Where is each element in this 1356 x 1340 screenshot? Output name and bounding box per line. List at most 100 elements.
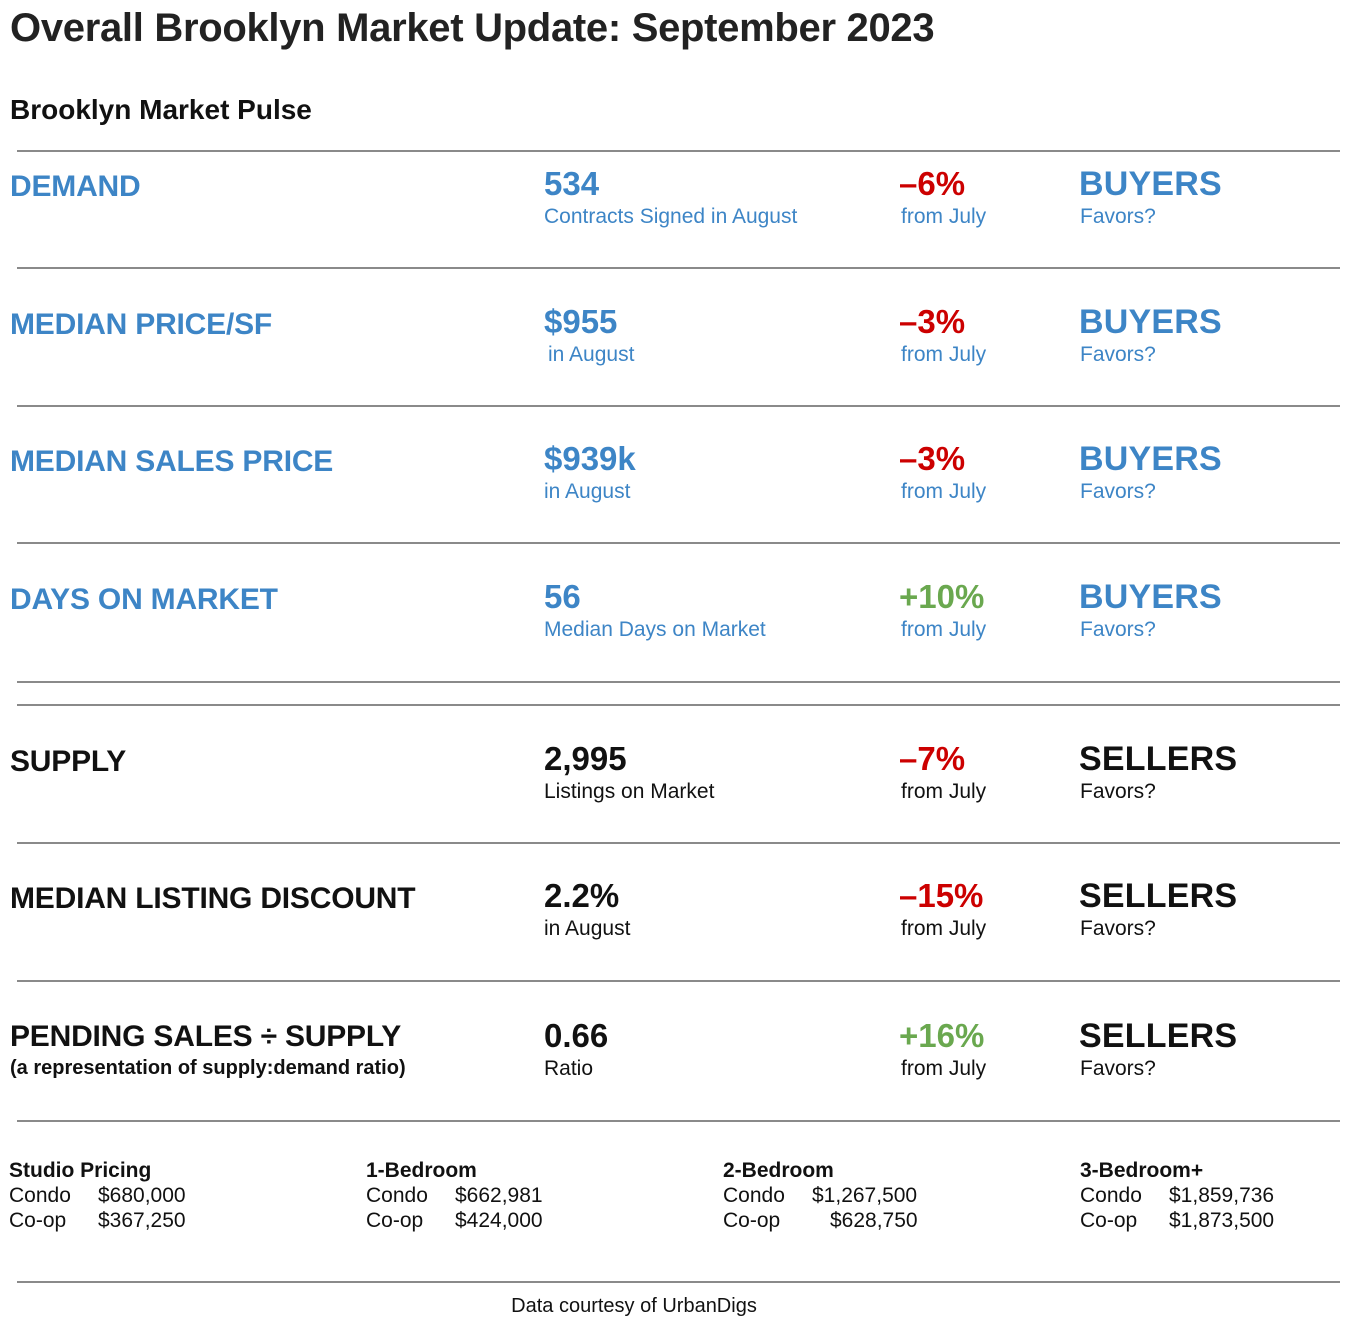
- change-value: –3%: [899, 440, 966, 477]
- favors-description: Favors?: [1080, 618, 1156, 641]
- divider: [17, 1120, 1340, 1122]
- pricing-type-label: Condo: [366, 1184, 428, 1207]
- pricing-coop-line: Co-op $367,250: [9, 1209, 309, 1234]
- pricing-condo-line: Condo $1,267,500: [723, 1184, 1023, 1209]
- favors-description: Favors?: [1080, 1057, 1156, 1080]
- divider: [17, 681, 1340, 683]
- favors-value: BUYERS: [1079, 165, 1222, 203]
- pricing-price: $1,267,500: [812, 1184, 918, 1207]
- divider: [17, 842, 1340, 844]
- pricing-title: 2-Bedroom: [723, 1159, 834, 1182]
- metric-value: $955: [544, 303, 618, 340]
- metric-description: in August: [544, 917, 631, 940]
- pricing-title: 1-Bedroom: [366, 1159, 477, 1182]
- pricing-price: $662,981: [455, 1184, 543, 1207]
- favors-value: SELLERS: [1079, 740, 1238, 778]
- metric-description: in August: [544, 480, 631, 503]
- favors-value: BUYERS: [1079, 303, 1222, 341]
- pricing-price: $1,859,736: [1169, 1184, 1275, 1207]
- pricing-title: Studio Pricing: [9, 1159, 152, 1182]
- divider: [17, 150, 1340, 152]
- metric-row-median-price-sf: MEDIAN PRICE/SF $955 in August –3% from …: [0, 303, 1356, 423]
- metric-row-days-on-market: DAYS ON MARKET 56 Median Days on Market …: [0, 578, 1356, 698]
- metric-value: 2.2%: [544, 877, 620, 914]
- metric-row-demand: DEMAND 534 Contracts Signed in August –6…: [0, 165, 1356, 285]
- metric-label: PENDING SALES ÷ SUPPLY: [10, 1020, 402, 1053]
- pricing-type-label: Condo: [9, 1184, 71, 1207]
- pricing-condo-line: Condo $662,981: [366, 1184, 666, 1209]
- metric-row-median-listing-discount: MEDIAN LISTING DISCOUNT 2.2% in August –…: [0, 877, 1356, 997]
- metric-row-pending-sales-supply: PENDING SALES ÷ SUPPLY (a representation…: [0, 1017, 1356, 1137]
- change-description: from July: [901, 780, 987, 803]
- favors-description: Favors?: [1080, 917, 1156, 940]
- data-credit: Data courtesy of UrbanDigs: [511, 1295, 757, 1317]
- change-value: –15%: [899, 877, 984, 914]
- favors-value: BUYERS: [1079, 578, 1222, 616]
- metric-label: MEDIAN PRICE/SF: [10, 308, 273, 341]
- change-value: +10%: [899, 578, 985, 615]
- change-description: from July: [901, 1057, 987, 1080]
- pricing-1-bedroom: 1-Bedroom Condo $662,981 Co-op $424,000: [366, 1158, 666, 1234]
- favors-description: Favors?: [1080, 780, 1156, 803]
- pricing-3-bedroom: 3-Bedroom+ Condo $1,859,736 Co-op $1,873…: [1080, 1158, 1340, 1234]
- pricing-price: $680,000: [98, 1184, 186, 1207]
- pricing-price: $424,000: [455, 1209, 543, 1232]
- metric-value: 534: [544, 165, 600, 202]
- pricing-type-label: Condo: [1080, 1184, 1142, 1207]
- pricing-type-label: Co-op: [723, 1209, 781, 1232]
- pricing-type-label: Co-op: [9, 1209, 67, 1232]
- change-description: from July: [901, 343, 987, 366]
- pricing-type-label: Condo: [723, 1184, 785, 1207]
- favors-value: BUYERS: [1079, 440, 1222, 478]
- favors-description: Favors?: [1080, 205, 1156, 228]
- pricing-coop-line: Co-op $628,750: [723, 1209, 1023, 1234]
- favors-description: Favors?: [1080, 480, 1156, 503]
- metric-value: 56: [544, 578, 581, 615]
- section-title: Brooklyn Market Pulse: [10, 94, 312, 125]
- pricing-type-label: Co-op: [366, 1209, 424, 1232]
- divider: [17, 1281, 1340, 1283]
- metric-value: 2,995: [544, 740, 627, 777]
- change-value: –3%: [899, 303, 966, 340]
- divider: [17, 405, 1340, 407]
- metric-row-median-sales-price: MEDIAN SALES PRICE $939k in August –3% f…: [0, 440, 1356, 560]
- divider: [17, 267, 1340, 269]
- change-value: –6%: [899, 165, 966, 202]
- change-description: from July: [901, 618, 987, 641]
- pricing-condo-line: Condo $680,000: [9, 1184, 309, 1209]
- metric-description: in August: [548, 343, 635, 366]
- change-description: from July: [901, 480, 987, 503]
- metric-row-supply: SUPPLY 2,995 Listings on Market –7% from…: [0, 740, 1356, 860]
- pricing-condo-line: Condo $1,859,736: [1080, 1184, 1340, 1209]
- pricing-coop-line: Co-op $424,000: [366, 1209, 666, 1234]
- metric-label: DEMAND: [10, 170, 141, 203]
- metric-description: Listings on Market: [544, 780, 715, 803]
- divider: [17, 704, 1340, 706]
- favors-value: SELLERS: [1079, 877, 1238, 915]
- pricing-title: 3-Bedroom+: [1080, 1159, 1204, 1182]
- metric-description: Contracts Signed in August: [544, 205, 798, 228]
- metric-value: 0.66: [544, 1017, 609, 1054]
- page-title: Overall Brooklyn Market Update: Septembe…: [10, 6, 935, 50]
- metric-label: DAYS ON MARKET: [10, 583, 278, 616]
- pricing-type-label: Co-op: [1080, 1209, 1138, 1232]
- pricing-price: $628,750: [830, 1209, 918, 1232]
- change-description: from July: [901, 205, 987, 228]
- favors-value: SELLERS: [1079, 1017, 1238, 1055]
- divider: [17, 980, 1340, 982]
- metric-description: Ratio: [544, 1057, 594, 1080]
- divider: [17, 542, 1340, 544]
- metric-label: MEDIAN LISTING DISCOUNT: [10, 882, 416, 915]
- change-value: –7%: [899, 740, 966, 777]
- metric-value: $939k: [544, 440, 636, 477]
- metric-description: Median Days on Market: [544, 618, 766, 641]
- change-description: from July: [901, 917, 987, 940]
- metric-label: SUPPLY: [10, 745, 127, 778]
- pricing-studio: Studio Pricing Condo $680,000 Co-op $367…: [9, 1158, 309, 1234]
- change-value: +16%: [899, 1017, 985, 1054]
- pricing-price: $1,873,500: [1169, 1209, 1275, 1232]
- favors-description: Favors?: [1080, 343, 1156, 366]
- pricing-2-bedroom: 2-Bedroom Condo $1,267,500 Co-op $628,75…: [723, 1158, 1023, 1234]
- metric-label: MEDIAN SALES PRICE: [10, 445, 334, 478]
- metric-sublabel: (a representation of supply:demand ratio…: [10, 1057, 406, 1079]
